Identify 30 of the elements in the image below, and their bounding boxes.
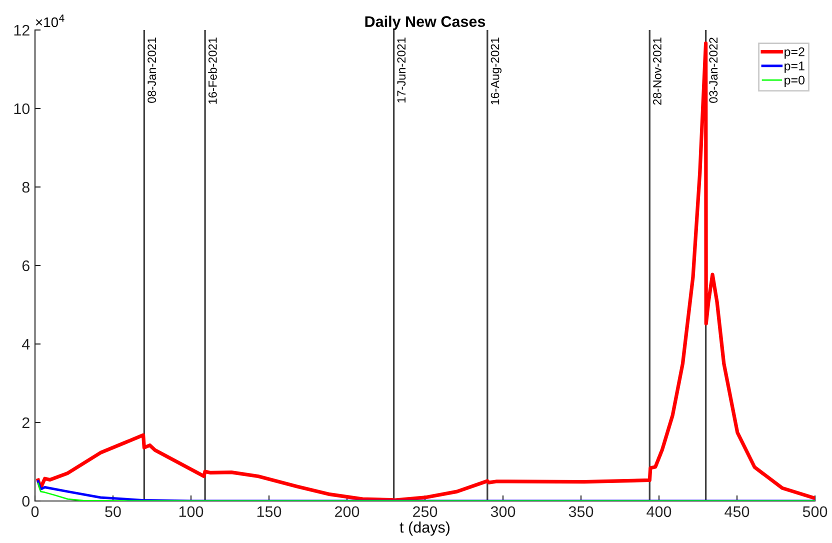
x-tick-label: 250 <box>413 506 438 518</box>
x-tick-label: 100 <box>179 506 204 518</box>
x-tick-label: 50 <box>105 506 121 518</box>
legend-label: p=2 <box>784 47 804 59</box>
x-tick-label: 450 <box>724 506 750 518</box>
x-axis-title: t (days) <box>400 521 450 536</box>
y-tick-label: 2 <box>22 417 30 428</box>
text: ×10$^{4}$ <box>36 14 64 28</box>
y-tick-label: 12 <box>14 24 30 36</box>
legend-label: p=0 <box>784 76 805 88</box>
y-tick-label: 8 <box>22 182 30 193</box>
legend-label: p=1 <box>784 62 804 73</box>
x-tick-label: 0 <box>31 506 39 518</box>
ref-line-label: 16-Feb-2021 <box>208 38 217 104</box>
y-tick-label: 4 <box>22 339 30 350</box>
y-tick-label: 10 <box>14 103 30 114</box>
ref-line-label: 17-Jun-2021 <box>397 38 406 102</box>
y-tick-label: 0 <box>22 496 30 507</box>
y-tick-label: 6 <box>22 260 30 272</box>
ref-line-label: 08-Jan-2021 <box>148 38 156 103</box>
x-tick-label: 350 <box>568 506 594 518</box>
x-tick-label: 500 <box>802 506 828 518</box>
x-tick-label: 400 <box>646 506 672 518</box>
x-tick-label: 300 <box>490 506 516 518</box>
ref-line-label: 03-Jan-2022 <box>709 38 718 103</box>
x-tick-label: 200 <box>335 506 360 518</box>
chart-title: Daily New Cases <box>365 16 486 30</box>
x-tick-label: 150 <box>257 506 282 518</box>
ref-line-label: 16-Aug-2021 <box>490 38 502 104</box>
ref-line-label: 28-Nov-2021 <box>653 38 662 105</box>
